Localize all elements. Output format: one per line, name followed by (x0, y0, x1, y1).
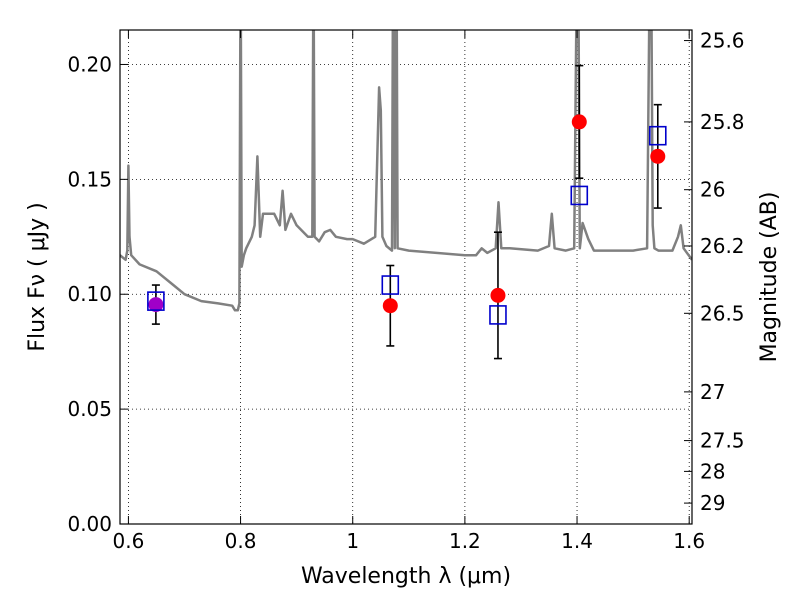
y2-tick-label: 25.8 (700, 110, 745, 134)
x-tick-label: 1.6 (673, 529, 705, 553)
model-spectrum-line (120, 30, 692, 312)
model-photometry-point (489, 305, 507, 325)
y-tick-label: 0.10 (67, 282, 112, 306)
y-tick-label: 0.15 (67, 167, 112, 191)
y2-tick-label: 27 (700, 380, 725, 404)
y2-tick-label: 26 (700, 178, 725, 202)
y2-tick-label: 27.5 (700, 429, 745, 453)
y2-axis-label: Magnitude (AB) (757, 192, 782, 363)
x-tick-label: 1 (346, 529, 359, 553)
observed-point (148, 297, 164, 313)
y-tick-label: 0.05 (67, 397, 112, 421)
plot-frame (119, 29, 693, 525)
axes: 0.6 0.8 1 1.2 1.4 1.6 0.00 0.05 0.10 0.15 0.20 25.6… (67, 29, 744, 553)
observed-point (650, 148, 666, 164)
y2-tick-label: 28 (700, 459, 725, 483)
x-tick-label: 0.8 (225, 529, 257, 553)
observed-point (571, 114, 587, 130)
x-axis-label: Wavelength λ (μm) (301, 564, 511, 589)
y-tick-label: 0.20 (67, 52, 112, 76)
y2-tick-label: 25.6 (700, 29, 745, 53)
plot-background (120, 30, 692, 524)
y-tick-label: 0.00 (67, 512, 112, 536)
model-photometry-point (648, 125, 667, 146)
model-photometry-point (570, 185, 589, 206)
x-tick-label: 0.6 (113, 529, 145, 553)
y2-tick-label: 26.2 (700, 234, 745, 258)
model-photometry-point (147, 291, 165, 311)
model-photometry-point (381, 275, 400, 295)
data-series (120, 30, 692, 360)
observed-point (490, 287, 506, 303)
y2-tick-label: 29 (700, 491, 725, 515)
observed-point (382, 298, 398, 314)
y2-tick-label: 26.5 (700, 301, 745, 325)
y-axis-label: Flux Fν ( μJy ) (25, 202, 50, 351)
x-tick-label: 1.2 (449, 529, 481, 553)
x-tick-label: 1.4 (561, 529, 593, 553)
